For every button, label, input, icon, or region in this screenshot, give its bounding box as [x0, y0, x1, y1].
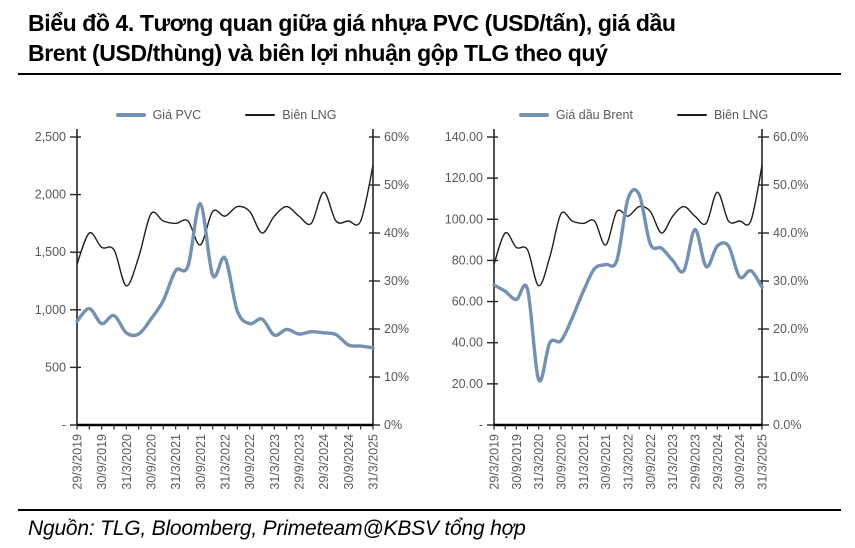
left-axis-tick-label: 120.00 — [445, 171, 483, 185]
brent-chart-plot: 140.00 120.00 100.00 80.00 60.00 40.00 20.00 - 6… — [445, 129, 808, 490]
right-axis-tick-label: 20.0% — [773, 322, 808, 336]
chart-brent-vs-margin: Giá dầu Brent Biên LNG 140.00 120.00 100.0… — [432, 105, 855, 505]
legend-item-gia-pvc: Giá PVC — [115, 108, 202, 122]
legend-item-bien-lng: Biên LNG — [245, 108, 336, 122]
x-axis-label: 31/3/2022 — [219, 434, 233, 490]
x-axis-label: 30/9/2021 — [194, 434, 208, 490]
right-axis-tick-label: 30% — [384, 274, 409, 288]
right-axis-tick-label: 30.0% — [773, 274, 808, 288]
footer-divider — [18, 509, 841, 511]
x-axis-label: 29/9/2023 — [293, 434, 307, 490]
right-axis-tick-label: 10% — [384, 370, 409, 384]
legend-label-bien-lng-2: Biên LNG — [713, 108, 769, 122]
x-axis-label: 31/3/2023 — [666, 434, 680, 490]
x-axis-label: 31/3/2021 — [169, 434, 183, 490]
x-axis-label: 30/9/2021 — [599, 434, 613, 490]
chart-pvc-vs-margin: Giá PVC Biên LNG 2,500 2,000 1,500 1,000 500… — [20, 105, 432, 505]
left-axis-tick-label: 140.00 — [445, 130, 483, 144]
margin-line-marker — [245, 114, 276, 116]
left-axis-tick-label: - — [479, 418, 483, 432]
x-axis-label: 30/9/2022 — [644, 434, 658, 490]
left-axis-tick-label: 1,000 — [35, 303, 66, 317]
x-axis-label: 31/3/2025 — [756, 434, 770, 490]
x-axis-label: 30/9/2019 — [95, 434, 109, 490]
series-line-biên-lng — [76, 165, 374, 287]
right-axis-tick-label: 40% — [384, 226, 409, 240]
x-axis-label: 31/3/2025 — [367, 434, 381, 490]
brent-line-marker — [518, 113, 549, 117]
left-axis-tick-label: 80.00 — [452, 253, 483, 267]
right-axis-tick-label: 60.0% — [773, 130, 808, 144]
legend-label-gia-pvc: Giá PVC — [152, 108, 202, 122]
source-note: Nguồn: TLG, Bloomberg, Primeteam@KBSV tổ… — [28, 517, 526, 540]
left-axis-tick-label: 500 — [45, 360, 66, 374]
left-axis-tick-label: 100.00 — [445, 212, 483, 226]
figure-title-line2: Brent (USD/thùng) và biên lợi nhuận gộp … — [28, 40, 608, 66]
left-axis-tick-label: 20.00 — [452, 377, 483, 391]
right-axis-tick-label: 20% — [384, 322, 409, 336]
x-axis-label: 30/9/2019 — [510, 434, 524, 490]
figure-title-line1: Biểu đồ 4. Tương quan giữa giá nhựa PVC … — [28, 10, 676, 36]
x-axis-label: 29/3/2019 — [488, 434, 502, 490]
x-axis-label: 30/9/2022 — [243, 434, 257, 490]
right-axis-tick-label: 40.0% — [773, 226, 808, 240]
x-axis-label: 31/3/2023 — [268, 434, 282, 490]
left-axis-tick-label: - — [62, 418, 66, 432]
legend-pvc-chart: Giá PVC Biên LNG — [20, 105, 432, 125]
right-axis-tick-label: 0.0% — [773, 418, 802, 432]
x-axis-label: 30/9/2020 — [555, 434, 569, 490]
x-axis-label: 30/9/2020 — [145, 434, 159, 490]
legend-label-bien-lng: Biên LNG — [282, 108, 337, 122]
left-axis-tick-label: 1,500 — [35, 245, 66, 259]
right-axis-tick-label: 60% — [384, 130, 409, 144]
legend-item-bien-lng-2: Biên LNG — [676, 108, 769, 122]
x-axis-label: 31/3/2022 — [622, 434, 636, 490]
x-axis-label: 29/9/2023 — [689, 434, 703, 490]
series-line-biên-lng — [493, 165, 763, 287]
x-axis-label: 29/3/2019 — [71, 434, 85, 490]
legend-brent-chart: Giá dầu Brent Biên LNG — [432, 105, 855, 125]
charts-row: Giá PVC Biên LNG 2,500 2,000 1,500 1,000 500… — [0, 105, 855, 505]
x-axis-label: 30/9/2024 — [733, 434, 747, 490]
x-axis-label: 31/3/2020 — [120, 434, 134, 490]
title-divider — [18, 73, 841, 75]
left-axis-tick-label: 2,000 — [35, 188, 66, 202]
x-axis-label: 31/3/2020 — [532, 434, 546, 490]
series-line-giá-dầu-brent — [492, 188, 764, 383]
left-axis-tick-label: 40.00 — [452, 336, 483, 350]
x-axis-label: 30/9/2024 — [342, 434, 356, 490]
figure-title: Biểu đồ 4. Tương quan giữa giá nhựa PVC … — [0, 0, 855, 68]
margin-line-marker-2 — [676, 114, 707, 116]
x-axis-label: 31/3/2021 — [577, 434, 591, 490]
left-axis-tick-label: 60.00 — [452, 295, 483, 309]
series-line-giá-pvc — [75, 202, 375, 350]
pvc-line-marker — [115, 113, 146, 117]
pvc-chart-plot: 2,500 2,000 1,500 1,000 500 - 60% 50% 40% 30% 20% 1… — [35, 129, 409, 490]
right-axis-tick-label: 0% — [384, 418, 402, 432]
x-axis-label: 29/3/2024 — [711, 434, 725, 490]
right-axis-tick-label: 50% — [384, 178, 409, 192]
x-axis-label: 29/3/2024 — [317, 434, 331, 490]
left-axis-tick-label: 2,500 — [35, 130, 66, 144]
legend-item-gia-dau-brent: Giá dầu Brent — [518, 108, 633, 122]
right-axis-tick-label: 50.0% — [773, 178, 808, 192]
right-axis-tick-label: 10.0% — [773, 370, 808, 384]
legend-label-gia-dau-brent: Giá dầu Brent — [555, 108, 633, 122]
